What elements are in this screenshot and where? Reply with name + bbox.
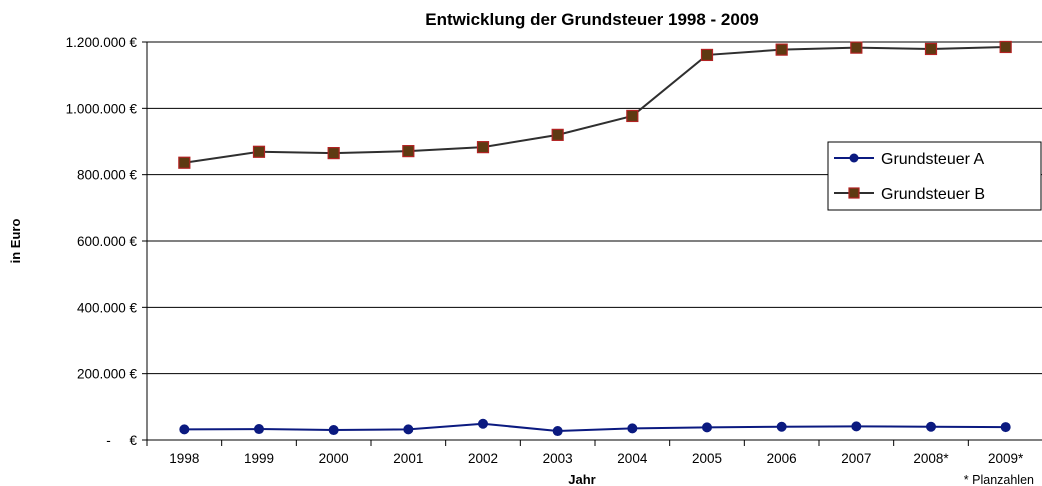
point-grundsteuer-b (700, 48, 714, 62)
legend-label-grundsteuer-b: Grundsteuer B (881, 186, 985, 203)
point-grundsteuer-b (924, 42, 938, 56)
y-tick-label: 400.000 € (77, 300, 138, 315)
x-tick-label: 2005 (692, 451, 722, 466)
axes (142, 41, 1042, 446)
point-grundsteuer-b (551, 128, 564, 141)
point-grundsteuer-a (403, 424, 414, 435)
y-tick-label: 800.000 € (77, 168, 138, 183)
point-grundsteuer-a (1000, 422, 1011, 433)
point-grundsteuer-a (851, 421, 862, 432)
x-tick-label: 2006 (767, 451, 797, 466)
point-grundsteuer-b (775, 43, 788, 56)
point-grundsteuer-a (328, 425, 339, 436)
point-grundsteuer-a (254, 424, 264, 435)
x-tick-label: 2002 (468, 451, 498, 466)
point-grundsteuer-a (702, 422, 712, 433)
y-tick-label: - € (106, 433, 137, 448)
footnote-planzahlen: * Planzahlen (964, 473, 1034, 486)
legend: Grundsteuer A Grundsteuer B (827, 141, 1042, 211)
chart-title: Entwicklung der Grundsteuer 1998 - 2009 (425, 10, 759, 29)
legend-marker-grundsteuer-b (848, 187, 860, 199)
x-tick-label: 2003 (543, 451, 573, 466)
y-tick-labels: - € 200.000 € 400.000 € 600.000 € 800.000 € 1… (66, 35, 138, 448)
series-line-grundsteuer-a (184, 422, 1006, 433)
y-tick-label: 1.200.000 € (66, 35, 138, 50)
y-tick-label: 200.000 € (77, 367, 138, 382)
legend-box (827, 141, 1042, 211)
point-grundsteuer-b (999, 40, 1012, 54)
point-grundsteuer-b (252, 145, 266, 158)
x-tick-label: 2009* (988, 451, 1024, 466)
grid-lines (147, 41, 1042, 375)
x-tick-labels: 1998 1999 2000 2001 2002 2003 2004 2005 2006 2007… (169, 451, 1024, 466)
point-grundsteuer-b (327, 147, 340, 160)
y-axis-title: in Euro (8, 219, 23, 264)
x-tick-label: 1998 (169, 451, 199, 466)
legend-label-grundsteuer-a: Grundsteuer A (881, 151, 985, 168)
y-tick-label: 600.000 € (77, 234, 138, 249)
point-grundsteuer-a (926, 421, 936, 432)
point-grundsteuer-b (476, 141, 490, 154)
x-tick-label: 2001 (393, 451, 423, 466)
x-tick-label: 2004 (617, 451, 648, 466)
x-tick-label: 2008* (913, 451, 949, 466)
x-tick-label: 2007 (841, 451, 871, 466)
x-axis-title: Jahr (568, 472, 595, 486)
x-tick-label: 2000 (319, 451, 349, 466)
series-lines (178, 40, 1012, 437)
point-grundsteuer-b (178, 156, 191, 169)
point-grundsteuer-a (478, 418, 488, 429)
legend-marker-grundsteuer-a (849, 153, 859, 163)
point-grundsteuer-a (627, 423, 638, 434)
point-grundsteuer-b (626, 109, 639, 123)
point-grundsteuer-a (776, 421, 787, 432)
point-grundsteuer-b (402, 145, 415, 158)
point-grundsteuer-a (552, 426, 563, 437)
point-grundsteuer-b (850, 41, 863, 54)
y-tick-label: 1.000.000 € (66, 101, 138, 116)
series-line-grundsteuer-b (184, 45, 1006, 164)
x-tick-label: 1999 (244, 451, 274, 466)
point-grundsteuer-a (179, 424, 190, 435)
